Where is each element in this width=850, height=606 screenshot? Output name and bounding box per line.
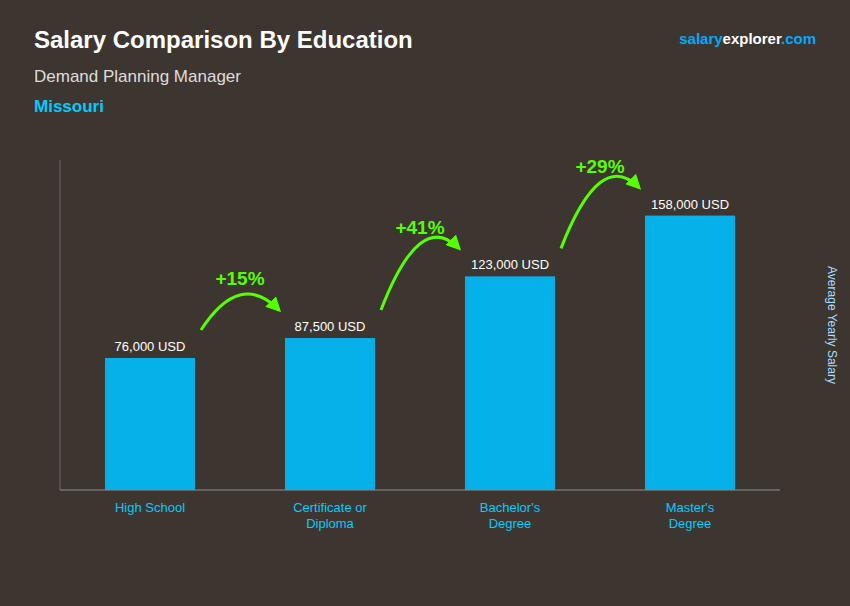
chart-container: Salary Comparison By Education Demand Pla…	[0, 0, 850, 606]
data-label: 87,500 USD	[295, 319, 366, 334]
growth-arrow	[201, 294, 279, 330]
background	[0, 0, 850, 606]
bar	[465, 276, 555, 490]
x-tick-label: Certificate orDiploma	[293, 500, 367, 531]
chart-svg: Salary Comparison By Education Demand Pla…	[0, 0, 850, 606]
data-label: 158,000 USD	[651, 197, 729, 212]
website-part: explorer	[723, 30, 782, 47]
annotation: +29%	[575, 156, 624, 177]
annotation: +41%	[395, 217, 444, 238]
title: Salary Comparison By Education	[34, 26, 413, 53]
y-axis-label: Average Yearly Salary	[825, 266, 839, 384]
growth-arrow	[381, 237, 459, 310]
data-label: 123,000 USD	[471, 257, 549, 272]
x-tick-label: Bachelor'sDegree	[480, 500, 541, 531]
x-tick-label: Master'sDegree	[666, 500, 715, 531]
subtitle: Demand Planning Manager	[34, 67, 241, 86]
website: salaryexplorer.com	[679, 30, 816, 47]
bar	[285, 338, 375, 490]
bar	[105, 358, 195, 490]
growth-arrow	[561, 176, 639, 248]
x-tick-label: High School	[115, 500, 185, 515]
bar	[645, 216, 735, 490]
data-label: 76,000 USD	[115, 339, 186, 354]
bars	[105, 216, 735, 490]
y-axis-line	[60, 160, 61, 490]
website-part: .com	[781, 30, 816, 47]
website-part: salary	[679, 30, 723, 47]
annotation: +15%	[215, 268, 264, 289]
location: Missouri	[34, 97, 104, 116]
